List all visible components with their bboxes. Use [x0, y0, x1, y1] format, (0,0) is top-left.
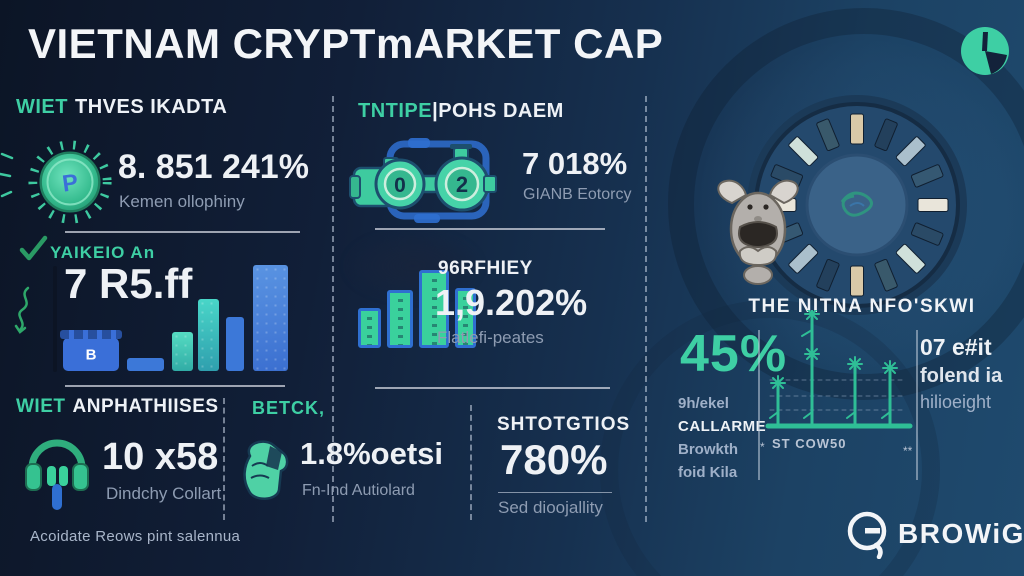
- percent-line: Browkth: [678, 441, 738, 458]
- brand-name: BROWiG: [898, 518, 1024, 549]
- stat-heading-transactions: TNTIPE|POHS DAEM: [358, 100, 564, 123]
- stat-heading-adoption: WIET THVES IKADTA: [16, 96, 227, 119]
- heading-rest: THVES IKADTA: [75, 96, 228, 118]
- chart-bracket-line: [758, 330, 760, 480]
- heading-accent: WIET: [16, 96, 68, 118]
- brand-logo-icon: [847, 511, 887, 559]
- heading-rest: |POHS DAEM: [432, 100, 564, 122]
- pie-chart-icon: [961, 27, 1009, 75]
- stat-sub-shorts: Sed dioojallity: [498, 498, 603, 517]
- stat-value-bitcoin: 1.8%oetsi: [300, 436, 444, 471]
- stat-value-growth: 1,9.202%: [435, 282, 588, 323]
- stat-value-shorts: 780%: [500, 436, 608, 483]
- squiggle-arrow-icon: [14, 286, 30, 334]
- heading-accent: WIET: [16, 396, 66, 417]
- percent-value: 45%: [680, 325, 788, 383]
- bar: [253, 265, 288, 371]
- separator: [375, 387, 610, 389]
- bar-label: B: [85, 346, 97, 363]
- market-bar-chart: B: [60, 258, 292, 371]
- coin-icon: P: [28, 140, 112, 224]
- banknote-icon: [788, 243, 819, 274]
- cloud-decoration: [348, 234, 478, 298]
- banknote-icon: [895, 243, 926, 274]
- percent-line: 9h/ekel: [678, 395, 729, 412]
- stat-sub-adoption: Kemen ollophiny: [119, 192, 245, 211]
- percent-lines: 9h/ekel CALLARME Browkth foid Kila: [678, 392, 766, 484]
- stat-sub-users: Dindchy Collart: [106, 484, 222, 503]
- stat-heading-market: YAIKEIO An: [50, 243, 156, 262]
- footnote: Acoidate Reows pint salennua: [30, 528, 241, 545]
- banknote-icon: [816, 258, 840, 292]
- bar: [226, 317, 244, 371]
- page-title: VIETNAM CRYPTmARKET CAP: [28, 20, 664, 67]
- separator: [65, 231, 300, 233]
- chart-marker-right: **: [903, 444, 913, 458]
- banknote-icon: [874, 118, 898, 152]
- plant-growth-chart: [765, 310, 913, 429]
- bar: [127, 358, 164, 371]
- side-note-line: folend ia: [920, 365, 1003, 387]
- separator: [65, 385, 285, 387]
- stat-sub-bitcoin: Fn-Ind Autiolard: [302, 482, 415, 499]
- heading-rest: ANPHATHIISES: [72, 396, 219, 417]
- coin-wheel-icon: [747, 95, 967, 315]
- growth-bars-icon: [356, 246, 478, 348]
- headphones-icon: [25, 439, 89, 510]
- separator: [375, 228, 605, 230]
- banknote-icon: [850, 113, 864, 145]
- side-note-line: 07 e#it: [920, 334, 992, 360]
- stat-heading-bitcoin: BETCK,: [252, 398, 325, 418]
- banknote-icon: [874, 258, 898, 292]
- side-note: 07 e#it folend ia hilioeight: [920, 334, 1020, 413]
- stat-heading-growth: 96RFHIEY: [438, 258, 533, 279]
- chart-x-label: ST COW50: [772, 436, 847, 451]
- banknote-icon: [788, 136, 819, 167]
- divider: [645, 96, 647, 522]
- banknote-icon: [910, 222, 944, 246]
- machine-icon: 0 2: [349, 138, 497, 223]
- stat-value-users: 10 x58: [102, 436, 219, 478]
- hand-icon: [243, 440, 289, 500]
- stat-value-adoption: 8. 851 241%: [118, 148, 309, 186]
- bar: [387, 290, 413, 348]
- banknote-icon: [816, 118, 840, 152]
- banknote-icon: [910, 164, 944, 188]
- stat-value-market: 7 R5.ff: [64, 260, 193, 307]
- stat-value-transactions: 7 018%: [522, 146, 628, 181]
- divider: [470, 405, 472, 520]
- heading-accent: TNTIPE: [358, 100, 433, 122]
- stat-sub-growth: Flatlefi-peates: [437, 328, 544, 347]
- percent-line: CALLARME: [678, 418, 767, 435]
- separator: [498, 492, 612, 493]
- bar: [455, 288, 476, 348]
- svg-text:P: P: [61, 169, 80, 197]
- svg-text:0: 0: [394, 174, 406, 197]
- check-icon: [19, 235, 48, 261]
- percent-line: foid Kila: [678, 464, 738, 481]
- banknote-icon: [895, 136, 926, 167]
- stat-heading-shorts: SHTOTGTIOS: [497, 414, 631, 435]
- bar: [419, 270, 449, 348]
- banknote-icon: [917, 198, 949, 212]
- decorative-ticks-icon: [0, 152, 14, 198]
- wheel-caption: THE NITNA NFO'SKWI: [748, 296, 976, 317]
- buffalo-icon: [717, 179, 799, 285]
- divider: [223, 398, 225, 520]
- chart-bracket-line: [916, 330, 918, 480]
- banknote-icon: [850, 265, 864, 297]
- stat-heading-users: WIET ANPHATHIISES: [16, 396, 219, 418]
- bar: [358, 308, 381, 348]
- bar: [172, 332, 193, 371]
- bar: [198, 299, 219, 371]
- bar: B: [60, 330, 122, 371]
- stat-sub-transactions: GIANB Eotorcy: [523, 186, 632, 203]
- chart-marker-left: *: [760, 440, 765, 454]
- side-note-line: hilioeight: [920, 392, 992, 412]
- chart-axis: [53, 266, 57, 372]
- svg-text:2: 2: [456, 172, 468, 197]
- divider: [332, 96, 334, 522]
